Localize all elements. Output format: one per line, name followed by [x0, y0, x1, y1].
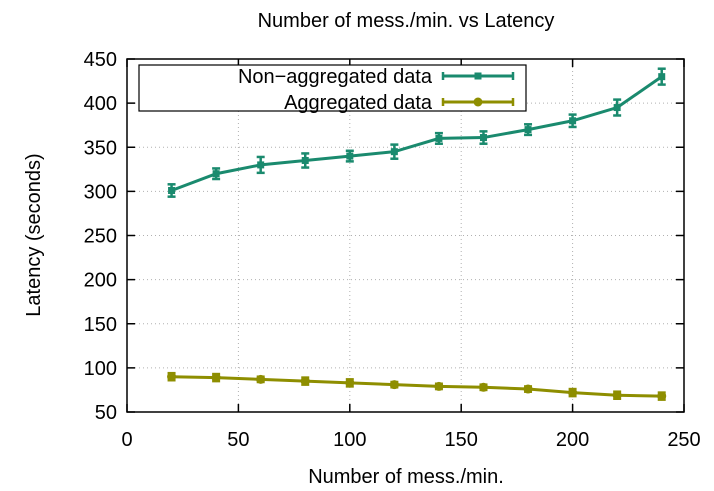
data-point	[345, 378, 355, 388]
chart-title: Number of mess./min. vs Latency	[258, 10, 555, 32]
y-axis-title: Latency (seconds)	[23, 153, 45, 316]
legend-label: Non−aggregated data	[238, 66, 433, 88]
x-tick-label: 200	[556, 429, 589, 451]
data-point	[479, 134, 487, 142]
plot-frame	[126, 58, 685, 413]
x-axis-title: Number of mess./min.	[308, 466, 504, 488]
y-tick-label: 400	[84, 93, 117, 115]
data-point	[300, 376, 310, 386]
data-point	[435, 134, 443, 142]
data-point	[346, 152, 354, 160]
series-line	[171, 75, 663, 192]
data-point	[434, 381, 444, 391]
legend-label: Aggregated data	[284, 92, 433, 114]
y-tick-label: 250	[84, 226, 117, 248]
data-point	[211, 373, 221, 383]
data-point	[613, 104, 621, 112]
data-point	[212, 170, 220, 178]
y-tick-label: 350	[84, 137, 117, 159]
data-point	[390, 148, 398, 156]
series-non-aggregated	[167, 67, 666, 198]
data-point	[658, 73, 666, 81]
series-aggregated	[167, 371, 667, 401]
data-point	[168, 186, 176, 194]
data-point	[256, 374, 266, 384]
legend-marker	[473, 97, 483, 107]
data-point	[167, 372, 177, 382]
x-tick-label: 50	[227, 429, 249, 451]
data-point	[389, 380, 399, 390]
y-tick-label: 150	[84, 314, 117, 336]
data-series	[167, 67, 667, 401]
data-point	[257, 161, 265, 169]
data-point	[569, 117, 577, 125]
y-tick-label: 300	[84, 181, 117, 203]
x-tick-label: 150	[445, 429, 478, 451]
x-tick-label: 0	[121, 429, 132, 451]
data-point	[301, 156, 309, 164]
y-tick-label: 200	[84, 270, 117, 292]
data-point	[612, 390, 622, 400]
y-tick-label: 100	[84, 358, 117, 380]
data-point	[524, 126, 532, 134]
y-tick-label: 50	[95, 402, 117, 424]
data-point	[657, 391, 667, 401]
data-point	[478, 382, 488, 392]
data-point	[568, 388, 578, 398]
x-tick-label: 100	[333, 429, 366, 451]
series-line	[171, 375, 662, 398]
legend: Non−aggregated data Aggregated data	[138, 64, 527, 114]
data-point	[523, 384, 533, 394]
y-tick-label: 450	[84, 49, 117, 71]
legend-marker	[474, 72, 482, 80]
x-tick-label: 250	[667, 429, 700, 451]
